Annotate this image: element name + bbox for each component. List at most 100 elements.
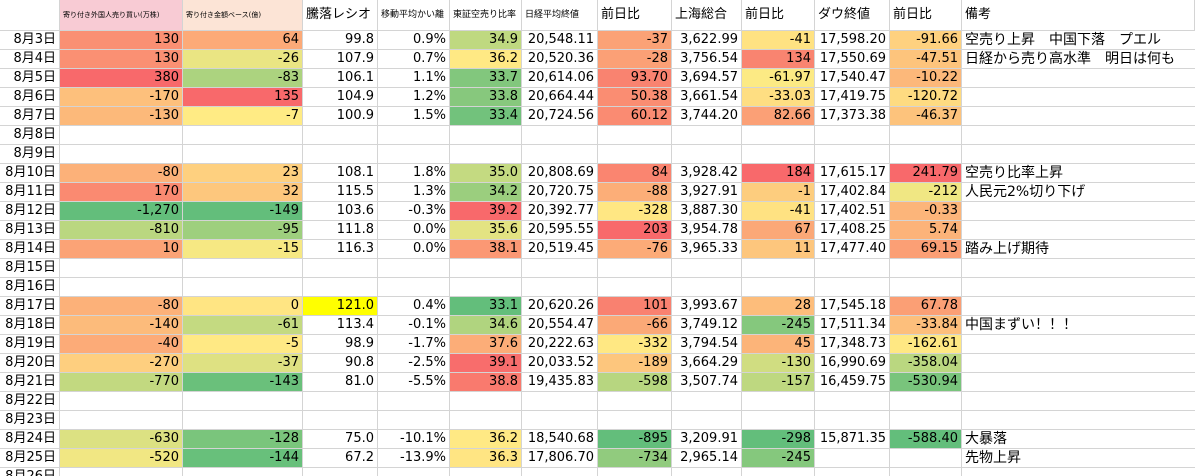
value-cell: -5 [183, 335, 303, 354]
value-cell: 0.4% [378, 297, 450, 316]
value-cell [890, 449, 962, 468]
value-cell: 16,990.69 [815, 354, 890, 373]
row-label: 8月3日 [0, 31, 60, 50]
value-cell: 0.7% [378, 50, 450, 69]
row-label: 8月21日 [0, 373, 60, 392]
value-cell: -76 [598, 240, 672, 259]
value-cell: 108.1 [303, 164, 378, 183]
note-cell: 人民元2%切り下げ [962, 183, 1195, 202]
value-cell: -37 [183, 354, 303, 373]
value-cell [742, 259, 815, 278]
value-cell: -28 [598, 50, 672, 69]
value-cell [183, 468, 303, 476]
value-cell [742, 126, 815, 145]
value-cell: 33.1 [450, 297, 522, 316]
value-cell: 3,794.54 [672, 335, 742, 354]
value-cell: -630 [60, 430, 183, 449]
note-cell: 踏み上げ期待 [962, 240, 1195, 259]
value-cell: 17,477.40 [815, 240, 890, 259]
row-label: 8月5日 [0, 69, 60, 88]
value-cell: -810 [60, 221, 183, 240]
value-cell [742, 278, 815, 297]
note-cell [962, 88, 1195, 107]
value-cell [672, 392, 742, 411]
value-cell: 38.8 [450, 373, 522, 392]
value-cell [60, 259, 183, 278]
value-cell [815, 278, 890, 297]
value-cell: 3,661.54 [672, 88, 742, 107]
value-cell: 60.12 [598, 107, 672, 126]
note-cell [962, 259, 1195, 278]
value-cell: 130 [60, 50, 183, 69]
value-cell [672, 145, 742, 164]
value-cell: -80 [60, 164, 183, 183]
value-cell [890, 392, 962, 411]
value-cell [890, 126, 962, 145]
value-cell: -140 [60, 316, 183, 335]
value-cell: 3,954.78 [672, 221, 742, 240]
value-cell: -358.04 [890, 354, 962, 373]
note-cell [962, 297, 1195, 316]
value-cell: 111.8 [303, 221, 378, 240]
value-cell: 116.3 [303, 240, 378, 259]
value-cell: 100.9 [303, 107, 378, 126]
value-cell: -0.3% [378, 202, 450, 221]
value-cell: -15 [183, 240, 303, 259]
value-cell: 17,545.18 [815, 297, 890, 316]
value-cell: 32 [183, 183, 303, 202]
value-cell [60, 145, 183, 164]
value-cell: 170 [60, 183, 183, 202]
value-cell [522, 392, 598, 411]
header-cell: ダウ終値 [815, 0, 890, 31]
header-cell: 騰落レシオ [303, 0, 378, 31]
value-cell: -245 [742, 449, 815, 468]
value-cell [598, 392, 672, 411]
value-cell: 1.1% [378, 69, 450, 88]
value-cell [378, 145, 450, 164]
value-cell: 67.2 [303, 449, 378, 468]
value-cell [450, 411, 522, 430]
header-cell: 移動平均かい離 [378, 0, 450, 31]
value-cell [303, 468, 378, 476]
corner-cell [0, 0, 60, 31]
value-cell: -520 [60, 449, 183, 468]
value-cell: 1.2% [378, 88, 450, 107]
row-label: 8月9日 [0, 145, 60, 164]
header-cell: 寄り付き外国人売り買い(万株) [60, 0, 183, 31]
value-cell: 3,622.99 [672, 31, 742, 50]
value-cell: -83 [183, 69, 303, 88]
note-cell [962, 145, 1195, 164]
row-label: 8月8日 [0, 126, 60, 145]
header-cell: 上海総合 [672, 0, 742, 31]
value-cell [890, 278, 962, 297]
value-cell: 35.6 [450, 221, 522, 240]
value-cell [890, 468, 962, 476]
value-cell: 36.2 [450, 430, 522, 449]
value-cell: -189 [598, 354, 672, 373]
header-cell: 寄り付き金額ベース(億) [183, 0, 303, 31]
value-cell: 380 [60, 69, 183, 88]
value-cell: 33.8 [450, 88, 522, 107]
value-cell: 113.4 [303, 316, 378, 335]
value-cell [378, 126, 450, 145]
value-cell: 36.2 [450, 50, 522, 69]
value-cell: 134 [742, 50, 815, 69]
value-cell: 75.0 [303, 430, 378, 449]
header-cell: 日経平均終値 [522, 0, 598, 31]
value-cell: -212 [890, 183, 962, 202]
value-cell: -88 [598, 183, 672, 202]
value-cell: 15,871.35 [815, 430, 890, 449]
note-cell [962, 107, 1195, 126]
value-cell [303, 392, 378, 411]
value-cell [303, 126, 378, 145]
value-cell: 17,550.69 [815, 50, 890, 69]
row-label: 8月23日 [0, 411, 60, 430]
value-cell: -26 [183, 50, 303, 69]
value-cell [303, 411, 378, 430]
value-cell: 3,744.20 [672, 107, 742, 126]
value-cell [672, 278, 742, 297]
note-cell [962, 221, 1195, 240]
value-cell [60, 468, 183, 476]
value-cell: -770 [60, 373, 183, 392]
